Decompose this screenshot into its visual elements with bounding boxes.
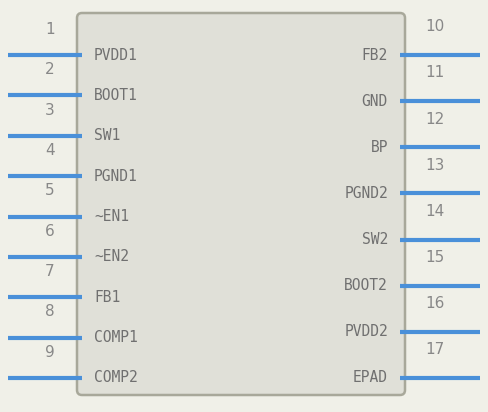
Text: 6: 6 [45,224,55,239]
Text: ~EN1: ~EN1 [94,209,129,224]
Text: COMP2: COMP2 [94,370,138,386]
Text: FB1: FB1 [94,290,120,305]
Text: 12: 12 [426,112,445,126]
Text: ~EN2: ~EN2 [94,249,129,265]
Text: 17: 17 [426,342,445,357]
Text: 4: 4 [45,143,55,158]
Text: BOOT2: BOOT2 [344,278,388,293]
Text: 14: 14 [426,204,445,219]
Text: 11: 11 [426,66,445,80]
Text: 8: 8 [45,304,55,319]
Text: 2: 2 [45,62,55,77]
Text: 9: 9 [45,345,55,360]
Text: 5: 5 [45,183,55,198]
Text: FB2: FB2 [362,47,388,63]
Text: PGND2: PGND2 [344,186,388,201]
Text: 1: 1 [45,22,55,37]
Text: EPAD: EPAD [353,370,388,386]
Text: SW2: SW2 [362,232,388,247]
Text: COMP1: COMP1 [94,330,138,345]
Text: PVDD1: PVDD1 [94,47,138,63]
Text: PVDD2: PVDD2 [344,324,388,339]
Text: 10: 10 [426,19,445,34]
Text: 15: 15 [426,250,445,265]
Text: 16: 16 [426,296,445,311]
Text: 7: 7 [45,264,55,279]
Text: SW1: SW1 [94,128,120,143]
FancyBboxPatch shape [77,13,405,395]
Text: BOOT1: BOOT1 [94,88,138,103]
Text: BP: BP [370,140,388,155]
Text: 13: 13 [426,158,445,173]
Text: 3: 3 [45,103,55,117]
Text: PGND1: PGND1 [94,169,138,184]
Text: GND: GND [362,94,388,109]
